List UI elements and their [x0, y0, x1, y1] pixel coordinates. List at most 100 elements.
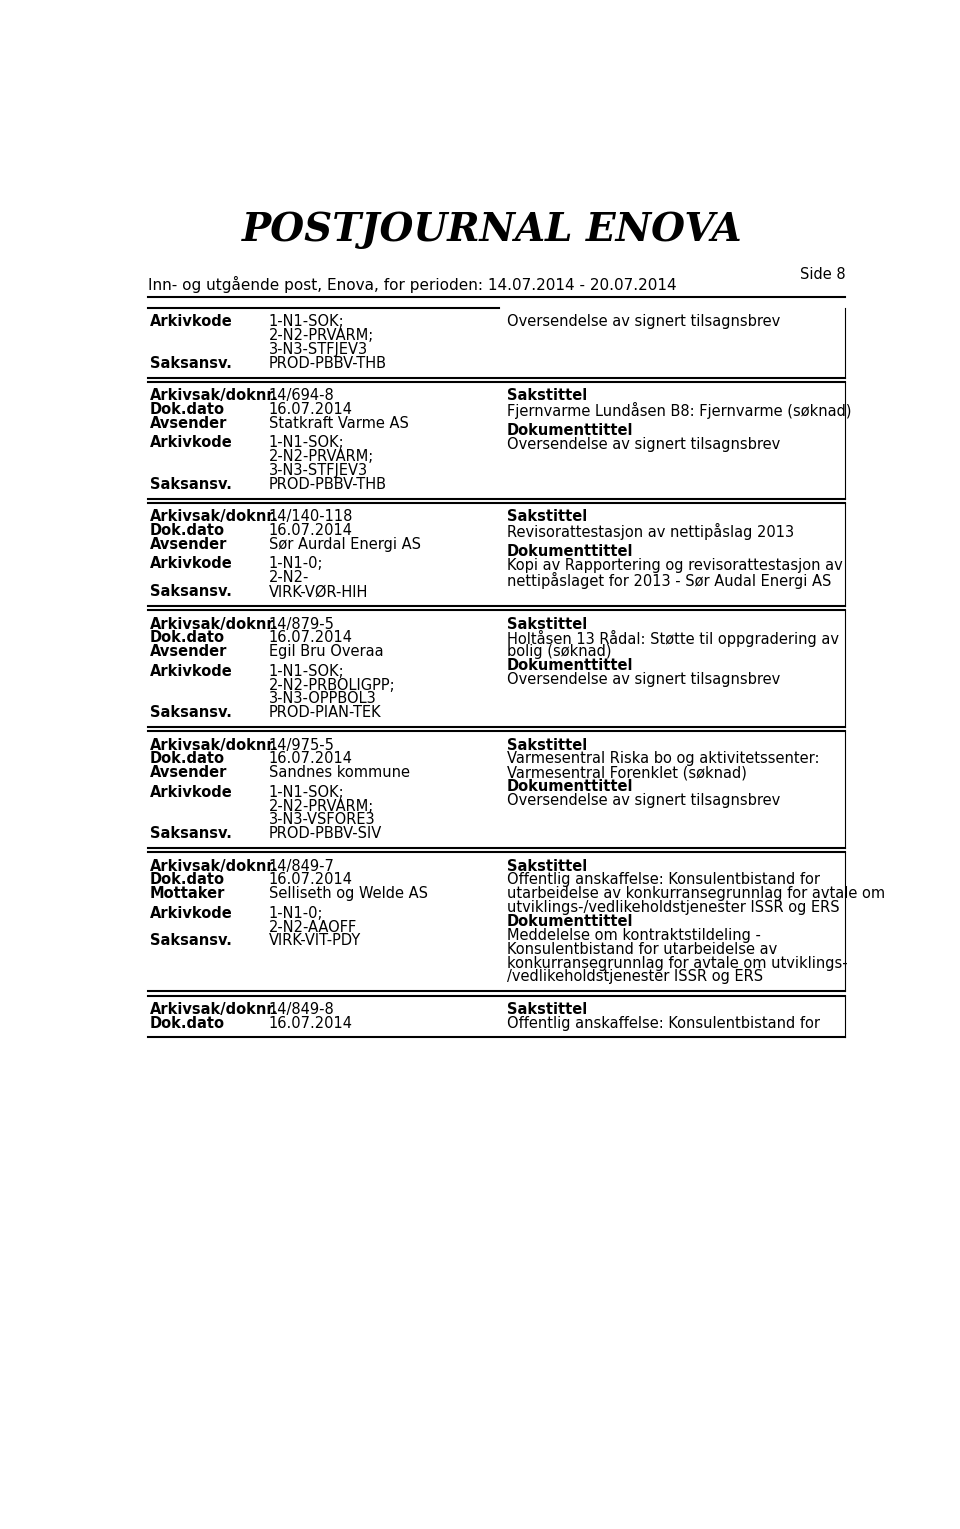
- Text: Avsender: Avsender: [150, 416, 228, 431]
- Text: 1-N1-0;: 1-N1-0;: [269, 905, 324, 920]
- Text: 16.07.2014: 16.07.2014: [269, 873, 353, 887]
- Text: 1-N1-0;: 1-N1-0;: [269, 557, 324, 572]
- Text: Sandnes kommune: Sandnes kommune: [269, 766, 410, 780]
- Text: Avsender: Avsender: [150, 537, 228, 552]
- Text: Oversendelse av signert tilsagnsbrev: Oversendelse av signert tilsagnsbrev: [507, 315, 780, 329]
- Text: 16.07.2014: 16.07.2014: [269, 402, 353, 417]
- Text: Sør Aurdal Energi AS: Sør Aurdal Energi AS: [269, 537, 420, 552]
- Text: Mottaker: Mottaker: [150, 887, 226, 901]
- Text: 2-N2-PRVARM;: 2-N2-PRVARM;: [269, 798, 374, 813]
- Text: 14/849-7: 14/849-7: [269, 859, 335, 873]
- Text: Sakstittel: Sakstittel: [507, 1001, 588, 1017]
- Text: Sakstittel: Sakstittel: [507, 388, 588, 404]
- Text: Arkivkode: Arkivkode: [150, 436, 232, 451]
- Text: Dok.dato: Dok.dato: [150, 402, 225, 417]
- Text: Saksansv.: Saksansv.: [150, 584, 231, 599]
- Text: Sakstittel: Sakstittel: [507, 509, 588, 524]
- Text: 14/140-118: 14/140-118: [269, 509, 353, 524]
- Text: Varmesentral Riska bo og aktivitetssenter:: Varmesentral Riska bo og aktivitetssente…: [507, 751, 820, 766]
- Text: Konsulentbistand for utarbeidelse av: Konsulentbistand for utarbeidelse av: [507, 942, 778, 957]
- Text: /vedlikeholdstjenester ISSR og ERS: /vedlikeholdstjenester ISSR og ERS: [507, 969, 763, 985]
- Text: Meddelelse om kontraktstildeling -: Meddelelse om kontraktstildeling -: [507, 928, 760, 943]
- Text: Dokumenttittel: Dokumenttittel: [507, 780, 634, 794]
- Text: nettipåslaget for 2013 - Sør Audal Energi AS: nettipåslaget for 2013 - Sør Audal Energ…: [507, 572, 831, 589]
- Text: Kopi av Rapportering og revisorattestasjon av: Kopi av Rapportering og revisorattestasj…: [507, 558, 843, 573]
- Text: Oversendelse av signert tilsagnsbrev: Oversendelse av signert tilsagnsbrev: [507, 437, 780, 451]
- Text: utviklings-/vedlikeholdstjenester ISSR og ERS: utviklings-/vedlikeholdstjenester ISSR o…: [507, 901, 839, 916]
- Text: PROD-PBBV-THB: PROD-PBBV-THB: [269, 356, 387, 372]
- Text: Arkivkode: Arkivkode: [150, 784, 232, 800]
- Text: Saksansv.: Saksansv.: [150, 705, 231, 720]
- Text: Varmesentral Forenklet (søknad): Varmesentral Forenklet (søknad): [507, 766, 747, 780]
- Text: Arkivsak/doknr.: Arkivsak/doknr.: [150, 388, 277, 404]
- Text: Dok.dato: Dok.dato: [150, 873, 225, 887]
- Text: 16.07.2014: 16.07.2014: [269, 630, 353, 645]
- Text: 3-N3-OPPBOL3: 3-N3-OPPBOL3: [269, 691, 376, 706]
- Text: Sakstittel: Sakstittel: [507, 859, 588, 873]
- Text: Avsender: Avsender: [150, 644, 228, 659]
- Text: Revisorattestasjon av nettipåslag 2013: Revisorattestasjon av nettipåslag 2013: [507, 523, 794, 540]
- Text: 1-N1-SOK;: 1-N1-SOK;: [269, 315, 345, 329]
- Text: 2-N2-: 2-N2-: [269, 570, 309, 586]
- Text: 1-N1-SOK;: 1-N1-SOK;: [269, 436, 345, 451]
- Text: Oversendelse av signert tilsagnsbrev: Oversendelse av signert tilsagnsbrev: [507, 794, 780, 807]
- Text: Arkivkode: Arkivkode: [150, 557, 232, 572]
- Text: Oversendelse av signert tilsagnsbrev: Oversendelse av signert tilsagnsbrev: [507, 671, 780, 687]
- Text: Saksansv.: Saksansv.: [150, 934, 231, 948]
- Text: Arkivkode: Arkivkode: [150, 315, 232, 329]
- Text: Arkivsak/doknr.: Arkivsak/doknr.: [150, 1001, 277, 1017]
- Text: Dok.dato: Dok.dato: [150, 1015, 225, 1031]
- Text: 16.07.2014: 16.07.2014: [269, 1015, 353, 1031]
- Text: Offentlig anskaffelse: Konsulentbistand for: Offentlig anskaffelse: Konsulentbistand …: [507, 873, 820, 887]
- Text: Offentlig anskaffelse: Konsulentbistand for: Offentlig anskaffelse: Konsulentbistand …: [507, 1015, 820, 1031]
- Text: konkurransegrunnlag for avtale om utviklings-: konkurransegrunnlag for avtale om utvikl…: [507, 956, 848, 971]
- Text: Dok.dato: Dok.dato: [150, 751, 225, 766]
- Text: Saksansv.: Saksansv.: [150, 477, 231, 492]
- Text: Inn- og utgående post, Enova, for perioden: 14.07.2014 - 20.07.2014: Inn- og utgående post, Enova, for period…: [148, 275, 677, 294]
- Text: VIRK-VIT-PDY: VIRK-VIT-PDY: [269, 934, 361, 948]
- Text: Dokumenttittel: Dokumenttittel: [507, 544, 634, 560]
- Text: Arkivsak/doknr.: Arkivsak/doknr.: [150, 737, 277, 752]
- Text: Selliseth og Welde AS: Selliseth og Welde AS: [269, 887, 428, 901]
- Text: 2-N2-PRBOLIGPP;: 2-N2-PRBOLIGPP;: [269, 677, 396, 693]
- Text: VIRK-VØR-HIH: VIRK-VØR-HIH: [269, 584, 369, 599]
- Text: 3-N3-STFJEV3: 3-N3-STFJEV3: [269, 463, 368, 479]
- Text: Sakstittel: Sakstittel: [507, 616, 588, 631]
- Text: Arkivkode: Arkivkode: [150, 905, 232, 920]
- Text: Arkivkode: Arkivkode: [150, 664, 232, 679]
- Text: Side 8: Side 8: [800, 266, 846, 281]
- Text: 3-N3-STFJEV3: 3-N3-STFJEV3: [269, 342, 368, 358]
- Text: Fjernvarme Lundåsen B8: Fjernvarme (søknad): Fjernvarme Lundåsen B8: Fjernvarme (søkn…: [507, 402, 852, 419]
- Text: 14/849-8: 14/849-8: [269, 1001, 334, 1017]
- Text: bolig (søknad): bolig (søknad): [507, 644, 612, 659]
- Text: Holtåsen 13 Rådal: Støtte til oppgradering av: Holtåsen 13 Rådal: Støtte til oppgraderi…: [507, 630, 839, 647]
- Text: Egil Bru Overaa: Egil Bru Overaa: [269, 644, 383, 659]
- Text: 2-N2-PRVARM;: 2-N2-PRVARM;: [269, 329, 374, 342]
- Text: 2-N2-AAOFF: 2-N2-AAOFF: [269, 919, 357, 934]
- Text: 14/694-8: 14/694-8: [269, 388, 334, 404]
- Text: 2-N2-PRVARM;: 2-N2-PRVARM;: [269, 450, 374, 465]
- Text: 16.07.2014: 16.07.2014: [269, 523, 353, 538]
- Text: 1-N1-SOK;: 1-N1-SOK;: [269, 784, 345, 800]
- Text: Statkraft Varme AS: Statkraft Varme AS: [269, 416, 409, 431]
- Text: 3-N3-VSFORE3: 3-N3-VSFORE3: [269, 812, 375, 827]
- Text: Saksansv.: Saksansv.: [150, 826, 231, 841]
- Text: Dokumenttittel: Dokumenttittel: [507, 657, 634, 673]
- Text: Saksansv.: Saksansv.: [150, 356, 231, 372]
- Text: 14/879-5: 14/879-5: [269, 616, 335, 631]
- Text: Dok.dato: Dok.dato: [150, 523, 225, 538]
- Text: Avsender: Avsender: [150, 766, 228, 780]
- Text: Dok.dato: Dok.dato: [150, 630, 225, 645]
- Text: PROD-PBBV-SIV: PROD-PBBV-SIV: [269, 826, 382, 841]
- Text: PROD-PBBV-THB: PROD-PBBV-THB: [269, 477, 387, 492]
- Text: utarbeidelse av konkurransegrunnlag for avtale om: utarbeidelse av konkurransegrunnlag for …: [507, 887, 885, 901]
- Text: Dokumenttittel: Dokumenttittel: [507, 424, 634, 437]
- Text: Arkivsak/doknr.: Arkivsak/doknr.: [150, 509, 277, 524]
- Text: Arkivsak/doknr.: Arkivsak/doknr.: [150, 859, 277, 873]
- Text: Arkivsak/doknr.: Arkivsak/doknr.: [150, 616, 277, 631]
- Text: 16.07.2014: 16.07.2014: [269, 751, 353, 766]
- Text: Sakstittel: Sakstittel: [507, 737, 588, 752]
- Text: PROD-PIAN-TEK: PROD-PIAN-TEK: [269, 705, 381, 720]
- Text: POSTJOURNAL ENOVA: POSTJOURNAL ENOVA: [242, 211, 742, 249]
- Text: 14/975-5: 14/975-5: [269, 737, 335, 752]
